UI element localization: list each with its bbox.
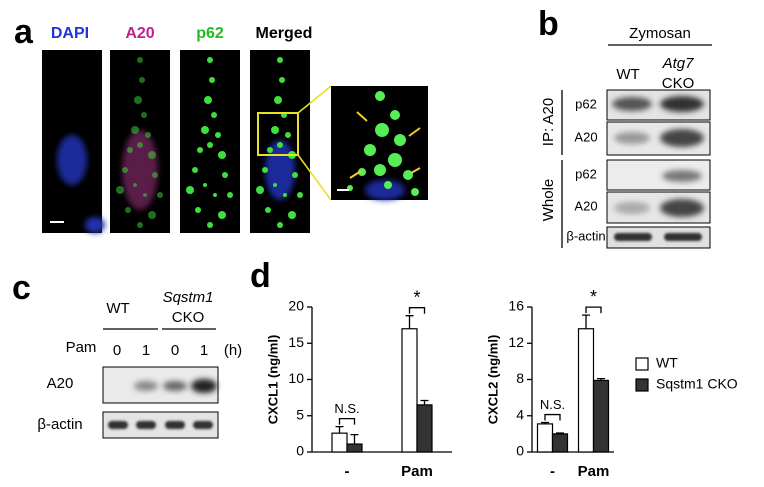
genotype-label: CKO (172, 309, 205, 326)
time-label: 1 (200, 342, 208, 359)
y-axis-label: CXCL2 (ng/ml) (485, 335, 500, 425)
error-bar (597, 377, 605, 381)
bar (401, 328, 418, 453)
column-label: CKO (662, 75, 695, 92)
row-label: β-actin (566, 228, 605, 243)
column-label: Atg7 (662, 55, 695, 72)
x-tick-label: - (345, 463, 350, 480)
bar (331, 432, 348, 453)
treatment-label: Pam (66, 339, 97, 356)
legend-label: Sqstm1 CKO (656, 376, 738, 392)
significance-bracket (338, 417, 356, 425)
channel-label: p62 (196, 25, 224, 42)
y-tick-label: 16 (508, 298, 524, 314)
time-label: 1 (142, 342, 150, 359)
row-label: A20 (47, 375, 74, 392)
legend-label: WT (656, 355, 678, 371)
panel-label: c (12, 269, 31, 307)
error-bar (350, 433, 359, 445)
row-label: p62 (575, 96, 597, 111)
group-label: IP: A20 (540, 98, 557, 146)
bar (577, 328, 595, 453)
y-axis-label: CXCL1 (ng/ml) (265, 335, 280, 425)
y-tick-label: 15 (288, 334, 304, 350)
panel-label: d (250, 257, 271, 295)
y-tick-label: 8 (516, 370, 524, 386)
y-tick-label: 4 (516, 406, 524, 422)
significance-label: * (413, 287, 420, 307)
legend-swatch (635, 357, 649, 371)
column-label: WT (616, 66, 639, 83)
x-tick-label: Pam (578, 463, 610, 480)
error-bar (405, 315, 414, 329)
channel-label: A20 (125, 25, 154, 42)
y-tick-label: 5 (296, 406, 304, 422)
x-tick-label: - (550, 463, 555, 480)
significance-label: N.S. (540, 397, 565, 412)
channel-label: DAPI (51, 25, 89, 42)
error-bar (335, 425, 344, 434)
bar (416, 404, 433, 453)
time-label: 0 (113, 342, 121, 359)
channel-label: Merged (256, 25, 313, 42)
significance-label: N.S. (334, 401, 359, 416)
group-label: Whole (540, 179, 557, 222)
error-bar (582, 314, 590, 329)
significance-label: * (590, 287, 597, 307)
bar (551, 433, 569, 453)
error-bar (556, 432, 564, 434)
y-tick-label: 12 (508, 334, 524, 350)
panel-label: b (538, 5, 559, 43)
row-label: A20 (574, 198, 597, 213)
x-tick-label: Pam (401, 463, 433, 480)
western-blot (606, 89, 711, 249)
legend-swatch (635, 378, 649, 392)
bar (536, 423, 554, 453)
y-tick-label: 20 (288, 298, 304, 314)
row-label: p62 (575, 166, 597, 181)
bar (592, 379, 610, 453)
western-blot (102, 366, 219, 439)
significance-bracket (544, 413, 561, 421)
micrographs (42, 50, 428, 233)
treatment-label: Zymosan (629, 25, 691, 42)
genotype-label: WT (106, 300, 129, 317)
bar (346, 443, 363, 453)
genotype-label: Sqstm1 (163, 289, 214, 306)
unit-label: (h) (224, 342, 242, 359)
y-tick-label: 10 (288, 370, 304, 386)
significance-bracket (408, 307, 426, 314)
time-label: 0 (171, 342, 179, 359)
row-label: β-actin (37, 416, 82, 433)
significance-bracket (585, 306, 602, 314)
row-label: A20 (574, 129, 597, 144)
y-tick-label: 0 (296, 443, 304, 459)
y-tick-label: 0 (516, 443, 524, 459)
error-bar (420, 399, 429, 405)
panel-label: a (14, 13, 34, 51)
error-bar (541, 421, 549, 424)
